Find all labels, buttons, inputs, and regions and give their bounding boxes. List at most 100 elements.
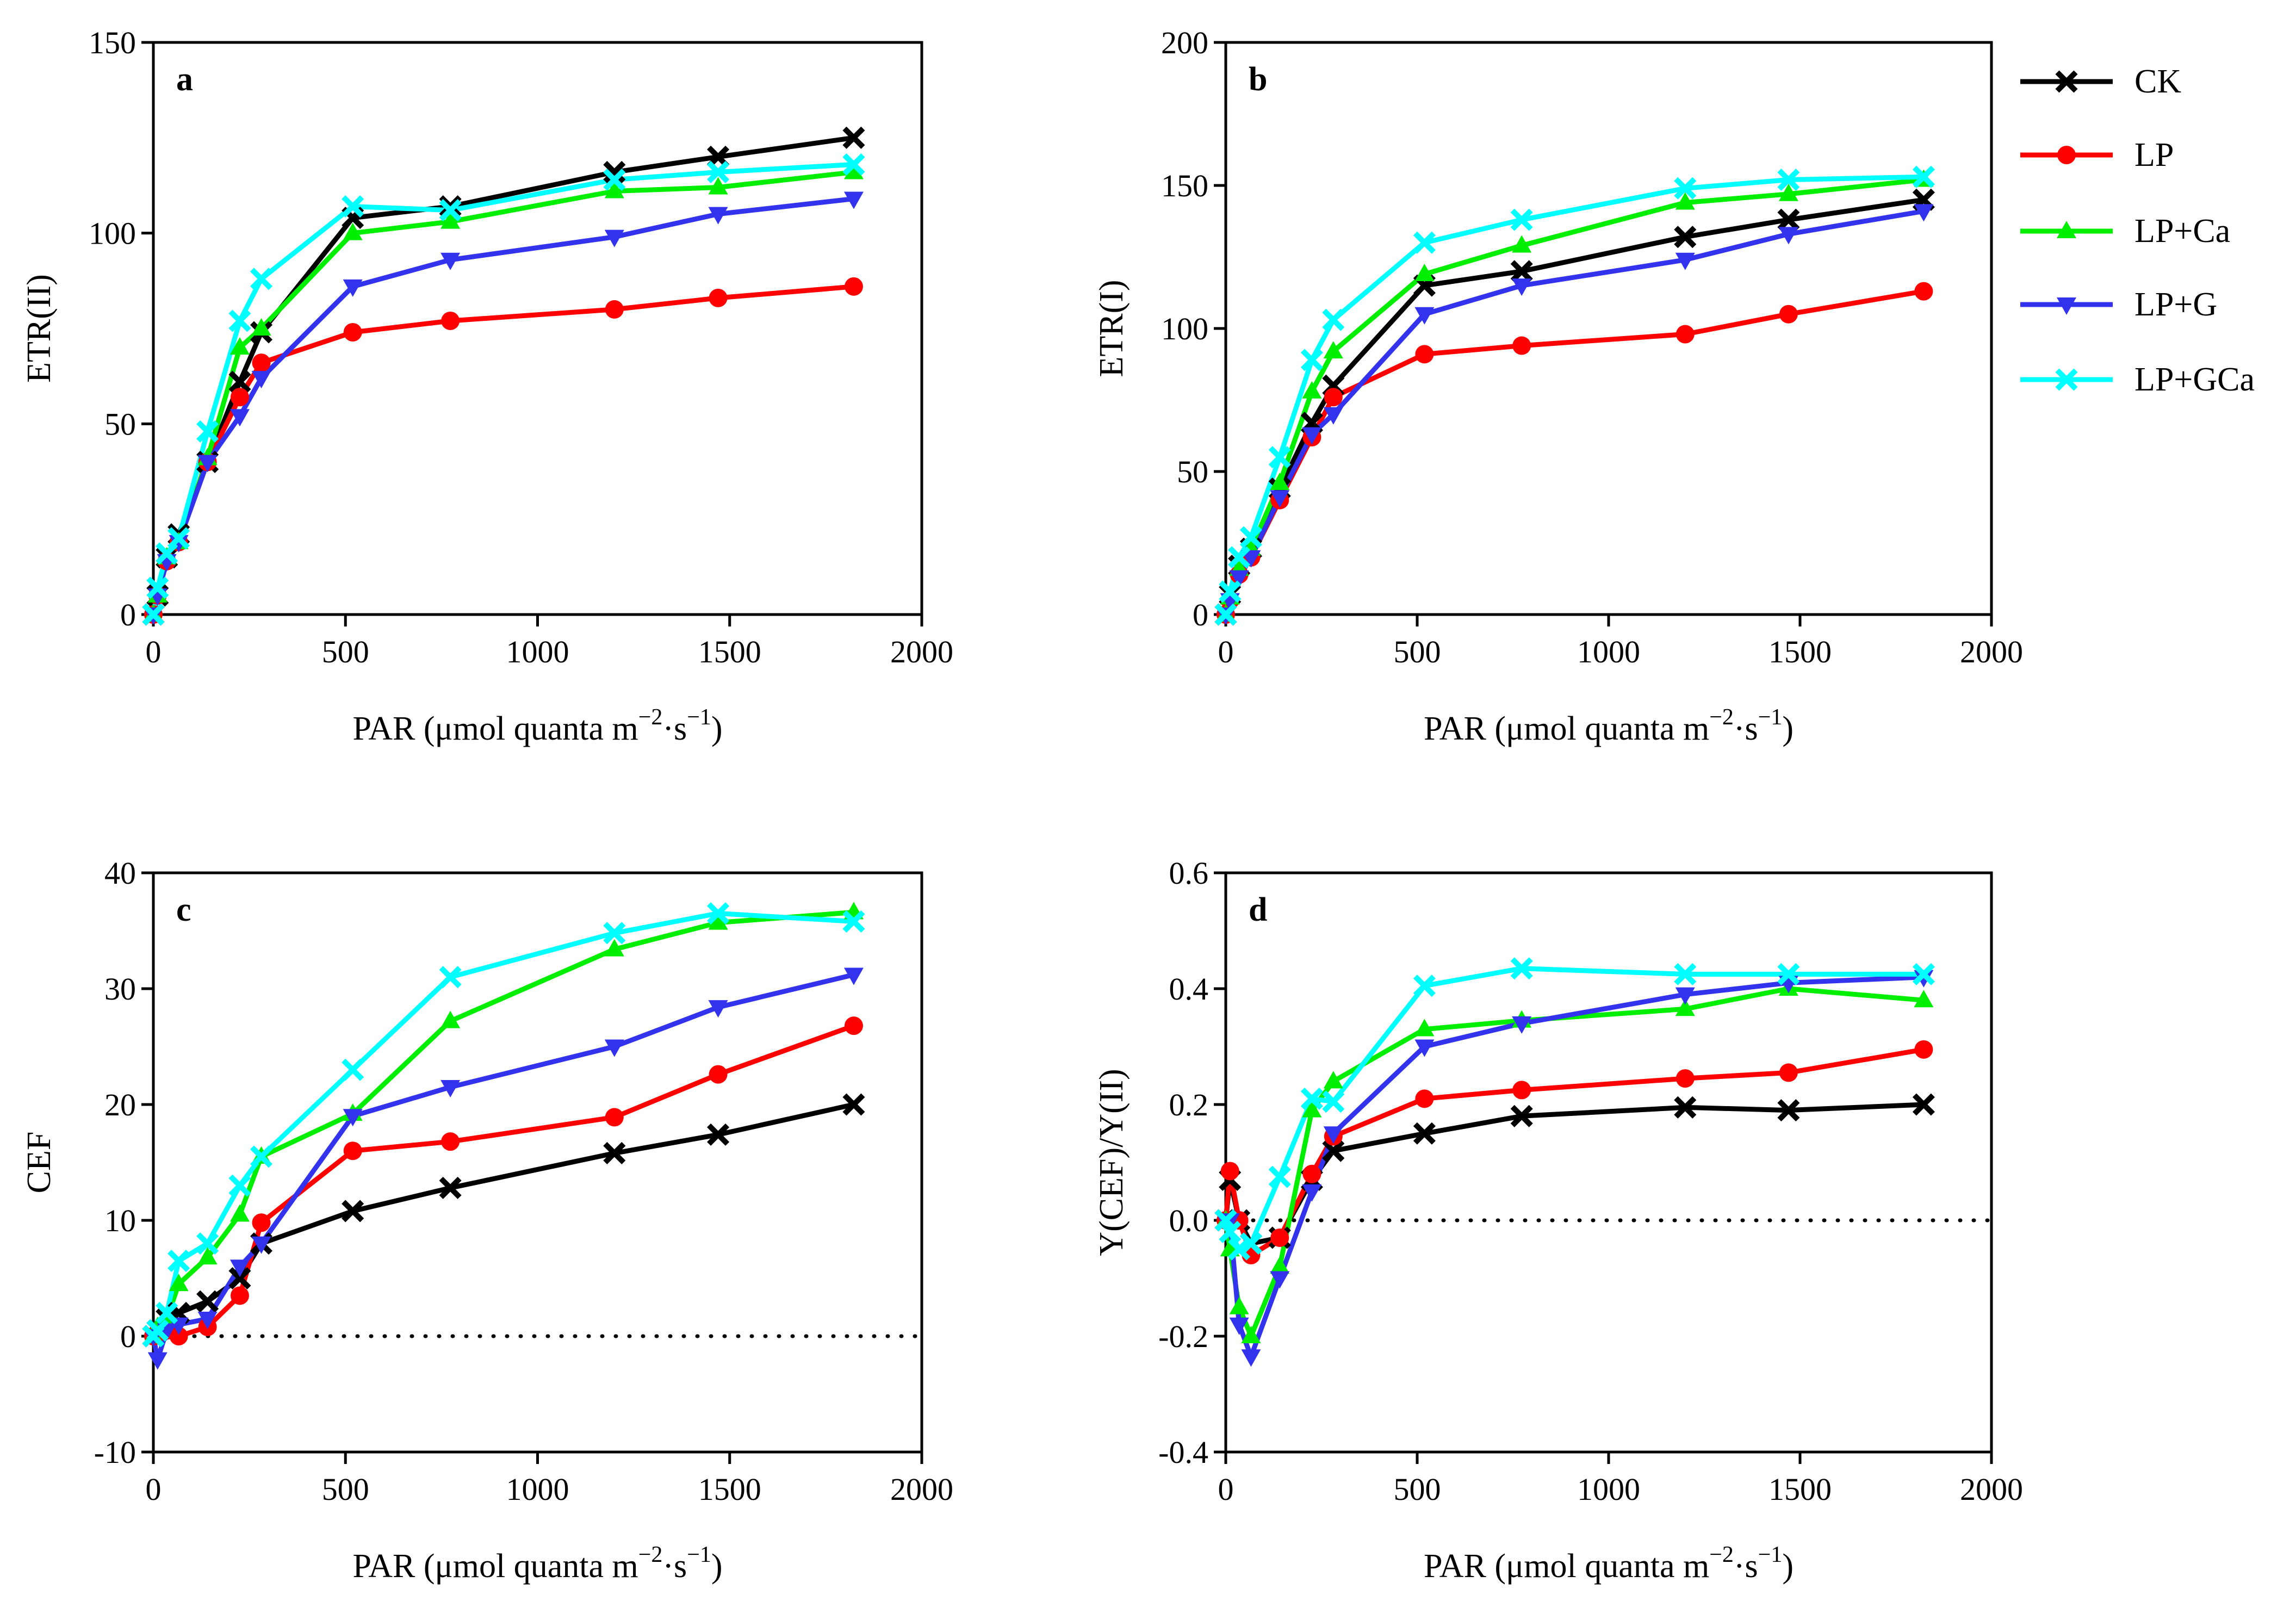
data-point-lp-ca (843, 162, 864, 179)
data-point-lp-g (1229, 570, 1249, 588)
y-axis-title: ETR(I) (1093, 280, 1130, 377)
data-point-lp-ca (1323, 341, 1343, 359)
data-point-lp-g (843, 191, 864, 209)
y-tick-label: 20 (104, 1087, 136, 1122)
data-point-lp-ca (1241, 1326, 1261, 1343)
data-point-lp-gca (228, 309, 251, 332)
panel-letter: c (176, 891, 191, 928)
data-point-lp (252, 1213, 271, 1232)
legend-entry-lp-g: LP+G (2020, 286, 2217, 323)
data-point-ck (707, 1123, 730, 1146)
x-tick-label: 500 (322, 1472, 369, 1507)
legend-entry-lp: LP (2020, 136, 2174, 173)
legend: CK LP LP+Ca LP+G LP+GCa (2020, 63, 2255, 398)
data-point-lp (709, 288, 728, 307)
y-tick-label: 0 (1193, 597, 1208, 632)
x-tick-label: 1000 (506, 1472, 569, 1507)
data-point-lp-g (1302, 427, 1322, 445)
data-point-lp-ca (1414, 264, 1435, 282)
data-point-ck (228, 370, 251, 393)
y-tick-label: -0.2 (1158, 1319, 1208, 1354)
x-axis-title: PAR (μmol quanta m−2·s−1) (352, 1542, 722, 1585)
data-point-lp-gca (342, 1058, 364, 1081)
data-point-lp-ca (343, 222, 363, 240)
data-point-lp-gca (1268, 1165, 1291, 1188)
data-point-lp-g (1241, 1349, 1261, 1367)
data-point-ck (603, 160, 626, 183)
data-point-lp-g (197, 455, 218, 473)
panel-letter: b (1249, 61, 1267, 98)
data-point-lp-ca (440, 1010, 461, 1028)
data-point-lp-g (1675, 987, 1695, 1005)
legend-label-lp-gca: LP+GCa (2134, 361, 2255, 398)
data-point-lp (844, 277, 863, 296)
data-point-lp (230, 1286, 249, 1305)
x-tick-label: 2000 (890, 634, 953, 669)
data-point-lp (169, 1327, 188, 1345)
data-point-lp (605, 1108, 624, 1127)
data-point-lp (1324, 388, 1343, 407)
x-tick-label: 1500 (698, 1472, 761, 1507)
legend-marker-lp-g (2057, 297, 2076, 315)
data-point-lp-ca (169, 1274, 189, 1292)
data-point-lp (605, 300, 624, 319)
data-point-lp-gca (1777, 963, 1800, 985)
data-point-lp (1676, 1069, 1695, 1088)
x-tick-label: 500 (322, 634, 369, 669)
data-point-lp-ca (1270, 1256, 1290, 1274)
panel-c: -10 0 10 20 30 40 0 500 1000 1500 2000 CEF PAR (μmol… (21, 855, 953, 1585)
data-point-lp (252, 353, 271, 373)
data-point-lp-gca (167, 527, 190, 550)
data-point-lp-ca (1675, 192, 1695, 210)
data-point-ck (228, 1267, 251, 1290)
data-point-lp-g (440, 252, 461, 270)
series-line-lp-ca (151, 909, 857, 1339)
series-line-lp-g (1223, 975, 1926, 1359)
y-axis-title: CEF (21, 1132, 58, 1194)
data-point-lp (1415, 345, 1434, 364)
data-point-lp-gca (228, 1174, 251, 1197)
data-point-lp-ca (708, 912, 728, 930)
legend-marker-ck (2055, 70, 2078, 93)
legend-entry-ck: CK (2020, 63, 2181, 100)
data-point-lp-gca (1300, 349, 1323, 371)
data-point-lp-gca (196, 420, 219, 443)
data-point-lp (1779, 305, 1798, 324)
data-point-lp-gca (142, 603, 165, 626)
data-point-lp-gca (1239, 1232, 1262, 1255)
legend-marker-lp (2057, 146, 2076, 164)
data-point-lp-gca (842, 910, 865, 933)
data-point-lp-g (708, 207, 728, 225)
legend-entry-lp-ca: LP+Ca (2020, 213, 2230, 250)
legend-marker-shape-ck (2055, 70, 2078, 93)
series-line-lp-g (151, 196, 857, 617)
y-tick-label: 100 (89, 216, 136, 251)
data-point-lp-gca (1413, 231, 1436, 254)
series-line-lp-ca (151, 170, 857, 617)
x-tick-label: 1500 (698, 634, 761, 669)
data-point-lp (1270, 1228, 1289, 1247)
data-point-lp (844, 1016, 863, 1035)
data-point-lp-gca (250, 268, 273, 290)
x-tick-label: 500 (1394, 1472, 1441, 1507)
data-point-ck (1777, 208, 1800, 231)
plot-frame (1224, 871, 1993, 1454)
x-tick-label: 2000 (1960, 1472, 2023, 1507)
data-point-lp-ca (1778, 183, 1798, 201)
data-point-lp-gca (1413, 975, 1436, 997)
y-tick-label: 0 (120, 1319, 136, 1354)
data-point-lp-g (1414, 1039, 1435, 1057)
data-point-lp-g (1914, 204, 1934, 222)
legend-marker-shape-lp-gca (2055, 368, 2078, 391)
legend-label-lp-ca: LP+Ca (2134, 213, 2230, 250)
data-point-lp-g (229, 409, 250, 427)
x-tick-label: 2000 (1960, 634, 2023, 669)
y-tick-label: 0.0 (1169, 1203, 1209, 1238)
y-tick-label: -10 (94, 1435, 136, 1470)
data-point-lp-gca (603, 922, 626, 945)
data-point-lp-gca (1322, 1090, 1345, 1113)
data-point-lp (1512, 1081, 1531, 1100)
data-point-lp-g (1512, 278, 1532, 296)
data-point-lp-gca (1214, 603, 1237, 626)
